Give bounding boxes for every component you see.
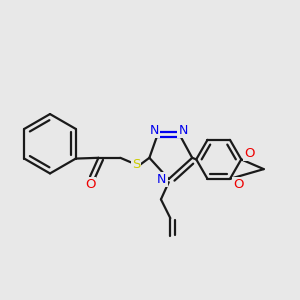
Text: N: N <box>150 124 159 137</box>
Text: S: S <box>132 158 140 171</box>
Text: O: O <box>233 178 243 191</box>
Text: O: O <box>244 147 255 160</box>
Text: N: N <box>178 124 188 137</box>
Text: N: N <box>157 172 167 186</box>
Text: O: O <box>85 178 95 191</box>
